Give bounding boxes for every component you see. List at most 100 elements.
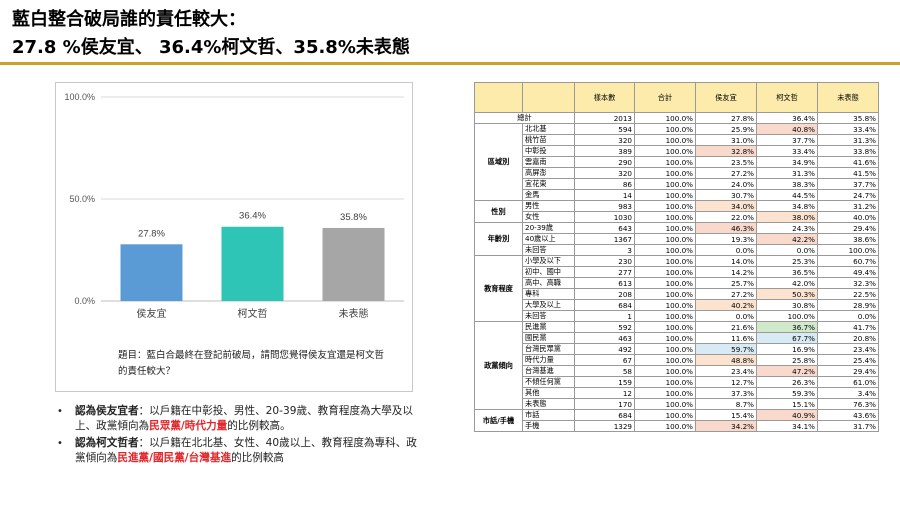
table-cell: 43.6% [817, 409, 879, 421]
table-cell: 463 [574, 332, 635, 344]
table-cell: 1 [574, 310, 635, 322]
finding-text: ：以戶籍在中彰投、男性、20-39歲、教育程度為大學及以上、政黨傾向為 [75, 405, 413, 432]
table-cell: 40.2% [695, 299, 757, 311]
table-cell: 100.0% [634, 200, 696, 212]
table-cell: 230 [574, 255, 635, 267]
row-label: 中彰投 [522, 145, 575, 157]
table-cell: 40.9% [756, 409, 818, 421]
table-cell: 15.4% [695, 409, 757, 421]
row-label: 桃竹苗 [522, 134, 575, 146]
table-cell: 277 [574, 266, 635, 278]
table-row: 女性 1030 100.0% 22.0% 38.0% 40.0% [475, 211, 879, 223]
table-cell: 34.9% [756, 156, 818, 168]
row-label: 不傾任何黨 [522, 376, 575, 388]
group-label: 教育程度 [474, 255, 523, 322]
table-row: 40歲以上 1367 100.0% 19.3% 42.2% 38.6% [475, 233, 879, 245]
table-row: 區域別 北北基 594 100.0% 25.9% 40.8% 33.4% [474, 123, 879, 201]
title-divider [0, 62, 900, 65]
table-cell: 32.3% [817, 277, 879, 289]
table-cell: 320 [574, 167, 635, 179]
table-row: 未回答 1 100.0% 0.0% 100.0% 0.0% [475, 310, 879, 322]
table-cell: 100.0% [634, 156, 696, 168]
table-cell: 320 [574, 134, 635, 146]
finding-hou: • 認為侯友宜者：以戶籍在中彰投、男性、20-39歲、教育程度為大學及以上、政黨… [55, 404, 420, 434]
table-row: 初中、國中 277 100.0% 14.2% 36.5% 49.4% [475, 266, 879, 278]
group-label: 年齡別 [474, 222, 523, 256]
row-label: 雲嘉南 [522, 156, 575, 168]
chart-question: 題目：藍白合最終在登記前破局，請問您覺得侯友宜還是柯文哲的責任較大？ [118, 350, 385, 377]
group-label: 政黨傾向 [474, 321, 523, 410]
table-cell: 0.0% [695, 310, 757, 322]
table-row: 時代力量 67 100.0% 48.8% 25.8% 25.4% [475, 354, 879, 366]
table-cell: 76.3% [817, 398, 879, 410]
table-cell: 27.2% [695, 167, 757, 179]
row-label: 台灣民眾黨 [522, 343, 575, 355]
findings-list: • 認為侯友宜者：以戶籍在中彰投、男性、20-39歲、教育程度為大學及以上、政黨… [55, 404, 420, 468]
finding-ko: • 認為柯文哲者：以戶籍在北北基、女性、40歲以上、教育程度為專科、政黨傾向為民… [55, 436, 420, 466]
table-cell: 12.7% [695, 376, 757, 388]
page-title-line-1: 藍白整合破局誰的責任較大： [12, 9, 246, 30]
table-cell: 643 [574, 222, 635, 234]
table-row: 手機 1329 100.0% 34.2% 34.1% 31.7% [475, 420, 879, 432]
table-cell: 1329 [574, 420, 635, 432]
x-category-label: 侯友宜 [137, 307, 167, 320]
table-cell: 100.0% [634, 178, 696, 190]
row-label: 金馬 [522, 189, 575, 201]
table-cell: 100.0% [634, 332, 696, 344]
table-cell: 100.0% [634, 255, 696, 267]
table-cell: 28.9% [817, 299, 879, 311]
table-cell: 2013 [574, 112, 635, 124]
table-cell: 23.4% [817, 343, 879, 355]
page-title-line-2: 27.8 %侯友宜、 36.4%柯文哲、35.8%未表態 [12, 37, 410, 58]
table-cell: 100.0% [634, 145, 696, 157]
table-cell: 30.8% [756, 299, 818, 311]
table-cell: 31.2% [817, 200, 879, 212]
table-cell: 159 [574, 376, 635, 388]
table-cell: 100.0% [634, 420, 696, 432]
table-row: 台灣基進 58 100.0% 23.4% 47.2% 29.4% [475, 365, 879, 377]
header-cell: 柯文哲 [756, 82, 818, 113]
table-cell: 100.0% [634, 376, 696, 388]
table-cell: 33.4% [756, 145, 818, 157]
table-cell: 100.0% [634, 354, 696, 366]
bar-value-label: 27.8% [138, 228, 165, 239]
table-cell: 170 [574, 398, 635, 410]
table-cell: 36.4% [756, 112, 818, 124]
table-cell: 40.0% [817, 211, 879, 223]
crosstab-table: 樣本數 合計 侯友宜 柯文哲 未表態 總計 2013 100.0% 27.8% 36.4… [474, 82, 879, 432]
table-cell: 100.0% [634, 244, 696, 256]
table-cell: 100.0% [634, 211, 696, 223]
table-cell: 100.0% [817, 244, 879, 256]
table-row: 金馬 14 100.0% 30.7% 44.5% 24.7% [475, 189, 879, 201]
table-cell: 22.0% [695, 211, 757, 223]
x-category-label: 未表態 [339, 307, 369, 320]
table-row: 宜花東 86 100.0% 24.0% 38.3% 37.7% [475, 178, 879, 190]
table-cell: 38.6% [817, 233, 879, 245]
table-cell: 12 [574, 387, 635, 399]
header-cell [474, 82, 523, 113]
table-cell: 37.7% [817, 178, 879, 190]
row-label: 其他 [522, 387, 575, 399]
crosstab-table-panel: 樣本數 合計 侯友宜 柯文哲 未表態 總計 2013 100.0% 27.8% 36.4… [474, 82, 879, 432]
table-cell: 23.5% [695, 156, 757, 168]
table-row: 專科 208 100.0% 27.2% 50.3% 22.5% [475, 288, 879, 300]
bullet-dot-icon: • [57, 438, 63, 449]
table-cell: 20.8% [817, 332, 879, 344]
row-label: 大學及以上 [522, 299, 575, 311]
finding-tail: 的比例較高。 [227, 420, 291, 432]
table-cell: 492 [574, 343, 635, 355]
row-label: 未回答 [522, 244, 575, 256]
table-cell: 30.7% [695, 189, 757, 201]
table-cell: 594 [574, 123, 635, 135]
table-cell: 389 [574, 145, 635, 157]
row-label: 20-39歲 [522, 222, 575, 234]
table-cell: 24.3% [756, 222, 818, 234]
row-label: 高中、高職 [522, 277, 575, 289]
row-label: 專科 [522, 288, 575, 300]
table-cell: 60.7% [817, 255, 879, 267]
table-cell: 67 [574, 354, 635, 366]
table-cell: 38.3% [756, 178, 818, 190]
row-label: 小學及以下 [522, 255, 575, 267]
table-cell: 32.8% [695, 145, 757, 157]
row-label: 國民黨 [522, 332, 575, 344]
